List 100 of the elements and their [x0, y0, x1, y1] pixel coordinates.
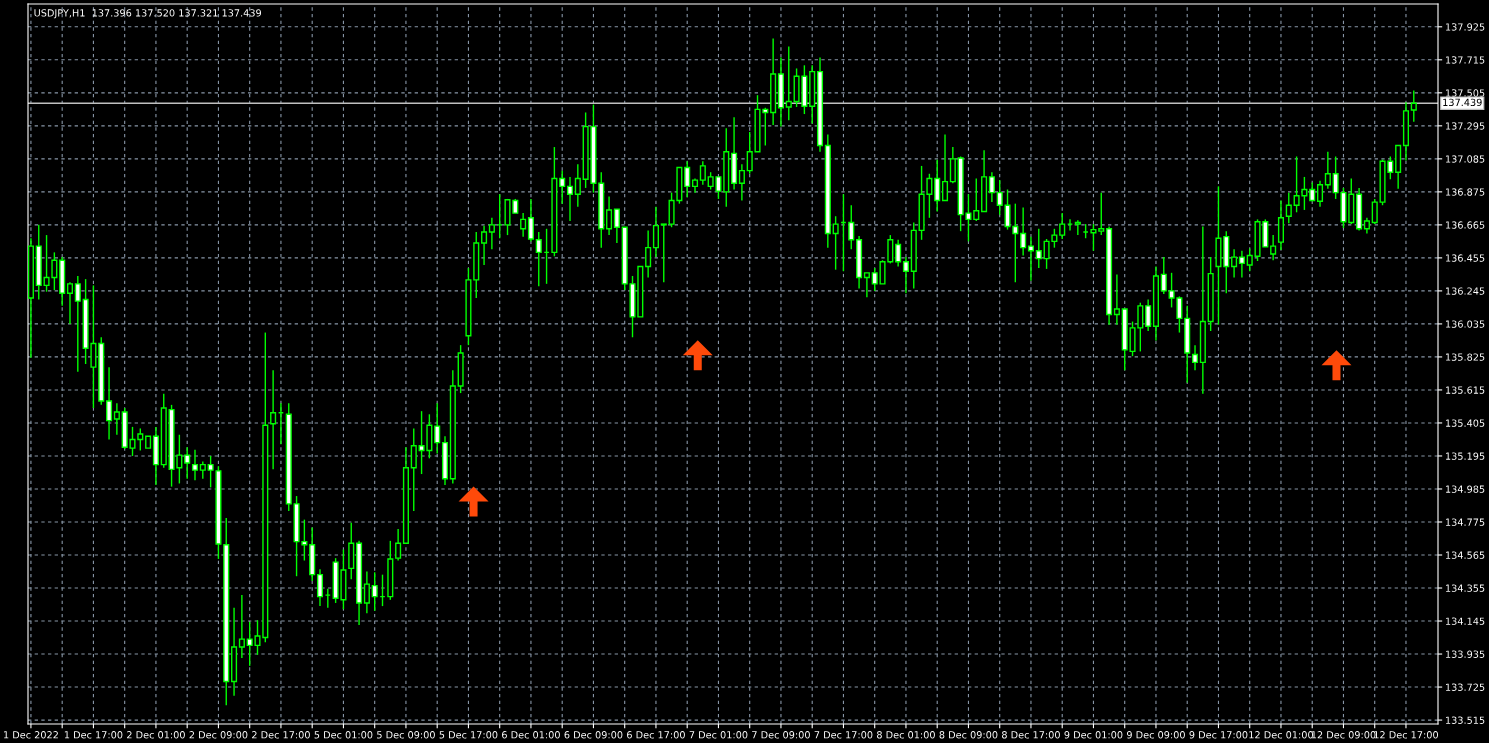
- y-tick-label: 135.405: [1446, 419, 1485, 427]
- y-tick-label: 135.615: [1446, 386, 1485, 394]
- y-tick-label: 136.245: [1446, 287, 1485, 295]
- candlestick: [645, 229, 652, 279]
- candlestick: [1277, 199, 1285, 251]
- candlestick: [309, 526, 316, 582]
- candlestick: [199, 460, 206, 480]
- x-tick-label: 2 Dec 17:00: [252, 731, 310, 739]
- x-tick-label: 12 Dec 17:00: [1374, 731, 1439, 739]
- candlestick: [1231, 248, 1238, 279]
- candlestick: [606, 195, 613, 236]
- y-tick-label: 134.985: [1446, 485, 1485, 493]
- candlestick: [434, 402, 441, 455]
- y-tick-label: 137.925: [1446, 23, 1485, 31]
- x-tick-label: 1 Dec 17:00: [64, 731, 123, 739]
- candlestick: [1363, 217, 1370, 235]
- candlestick: [145, 435, 152, 449]
- x-tick-label: 5 Dec 17:00: [439, 731, 498, 739]
- candlestick: [231, 606, 238, 697]
- candlestick: [863, 272, 870, 298]
- candlestick: [1152, 265, 1159, 342]
- candlestick: [1270, 234, 1277, 261]
- candlestick: [356, 540, 363, 626]
- y-tick-label: 134.355: [1446, 584, 1485, 592]
- candlestick: [402, 446, 409, 544]
- candlestick: [1324, 151, 1331, 190]
- candlestick: [731, 116, 738, 191]
- candlestick: [574, 163, 581, 208]
- y-tick-label: 135.825: [1446, 353, 1485, 361]
- candlestick: [973, 177, 980, 222]
- x-tick-label: 6 Dec 09:00: [564, 731, 623, 739]
- candlestick: [1027, 235, 1034, 282]
- candlestick: [270, 369, 277, 471]
- x-tick-label: 8 Dec 17:00: [1002, 731, 1060, 739]
- x-tick-label: 7 Dec 01:00: [689, 731, 748, 739]
- candlestick: [691, 177, 699, 194]
- candlestick: [1316, 180, 1324, 208]
- y-tick-label: 136.665: [1446, 221, 1485, 229]
- candlestick: [59, 256, 66, 307]
- candlestick: [66, 281, 74, 325]
- candlestick: [770, 37, 777, 126]
- candlestick: [488, 217, 495, 250]
- x-tick-label: 9 Dec 17:00: [1189, 731, 1248, 739]
- candlestick: [949, 146, 956, 184]
- y-tick-label: 135.195: [1446, 452, 1485, 460]
- candlestick: [856, 235, 863, 290]
- candlestick: [895, 239, 902, 268]
- candlestick: [152, 426, 159, 486]
- candlestick: [1238, 250, 1245, 279]
- x-tick-label: 12 Dec 01:00: [1249, 731, 1314, 739]
- candlestick: [28, 237, 34, 359]
- candlestick: [74, 275, 81, 373]
- y-tick-label: 133.725: [1446, 683, 1485, 691]
- candlestick: [1191, 344, 1199, 371]
- candlestick: [1020, 206, 1027, 257]
- candlestick: [816, 56, 824, 153]
- candlestick: [191, 448, 199, 482]
- x-tick-label: 9 Dec 09:00: [1126, 731, 1185, 739]
- x-tick-label: 5 Dec 09:00: [377, 731, 435, 739]
- candlestick: [184, 446, 191, 480]
- y-tick-label: 134.565: [1446, 551, 1485, 559]
- candlestick: [238, 594, 245, 659]
- candlestick: [223, 517, 230, 706]
- candlestick: [395, 528, 402, 562]
- candlestick: [699, 160, 706, 186]
- y-tick-label: 137.295: [1446, 122, 1485, 130]
- candlestick: [316, 568, 324, 607]
- candlestick: [988, 171, 995, 203]
- candlestick: [1402, 101, 1410, 162]
- text: USDJPY,H1 137.396 137.520 137.321 137.439: [34, 9, 262, 19]
- candlestick: [902, 256, 909, 294]
- x-tick-label: 8 Dec 01:00: [877, 731, 935, 739]
- x-tick-label: 2 Dec 01:00: [127, 731, 185, 739]
- x-tick-label: 1 Dec 2022: [4, 731, 58, 739]
- candlestick: [527, 198, 534, 243]
- candlestick: [566, 176, 574, 222]
- x-tick-label: 12 Dec 09:00: [1311, 731, 1376, 739]
- candlestick: [981, 149, 988, 213]
- candlestick: [613, 208, 620, 244]
- candlestick: [1199, 225, 1206, 395]
- x-tick-label: 6 Dec 01:00: [502, 731, 560, 739]
- y-tick-label: 134.145: [1446, 617, 1485, 625]
- ref-line-label: 137.439: [1443, 98, 1482, 107]
- y-tick-label: 133.515: [1446, 716, 1485, 724]
- y-tick-label: 134.775: [1446, 518, 1485, 526]
- x-tick-label: 5 Dec 01:00: [314, 731, 373, 739]
- y-tick-label: 136.455: [1446, 254, 1485, 262]
- candlestick: [1106, 225, 1113, 326]
- candlestick: [106, 366, 113, 441]
- y-tick-label: 137.505: [1446, 89, 1485, 97]
- x-tick-label: 6 Dec 17:00: [627, 731, 685, 739]
- candlestick: [941, 133, 949, 202]
- candlestick: [113, 402, 120, 436]
- candlestick: [449, 369, 456, 485]
- candlestick: [520, 212, 527, 238]
- x-tick-label: 9 Dec 01:00: [1064, 731, 1123, 739]
- x-tick-label: 2 Dec 09:00: [189, 731, 248, 739]
- candlestick: [1113, 273, 1120, 326]
- candlestick: [738, 163, 745, 202]
- x-tick-label: 8 Dec 09:00: [939, 731, 998, 739]
